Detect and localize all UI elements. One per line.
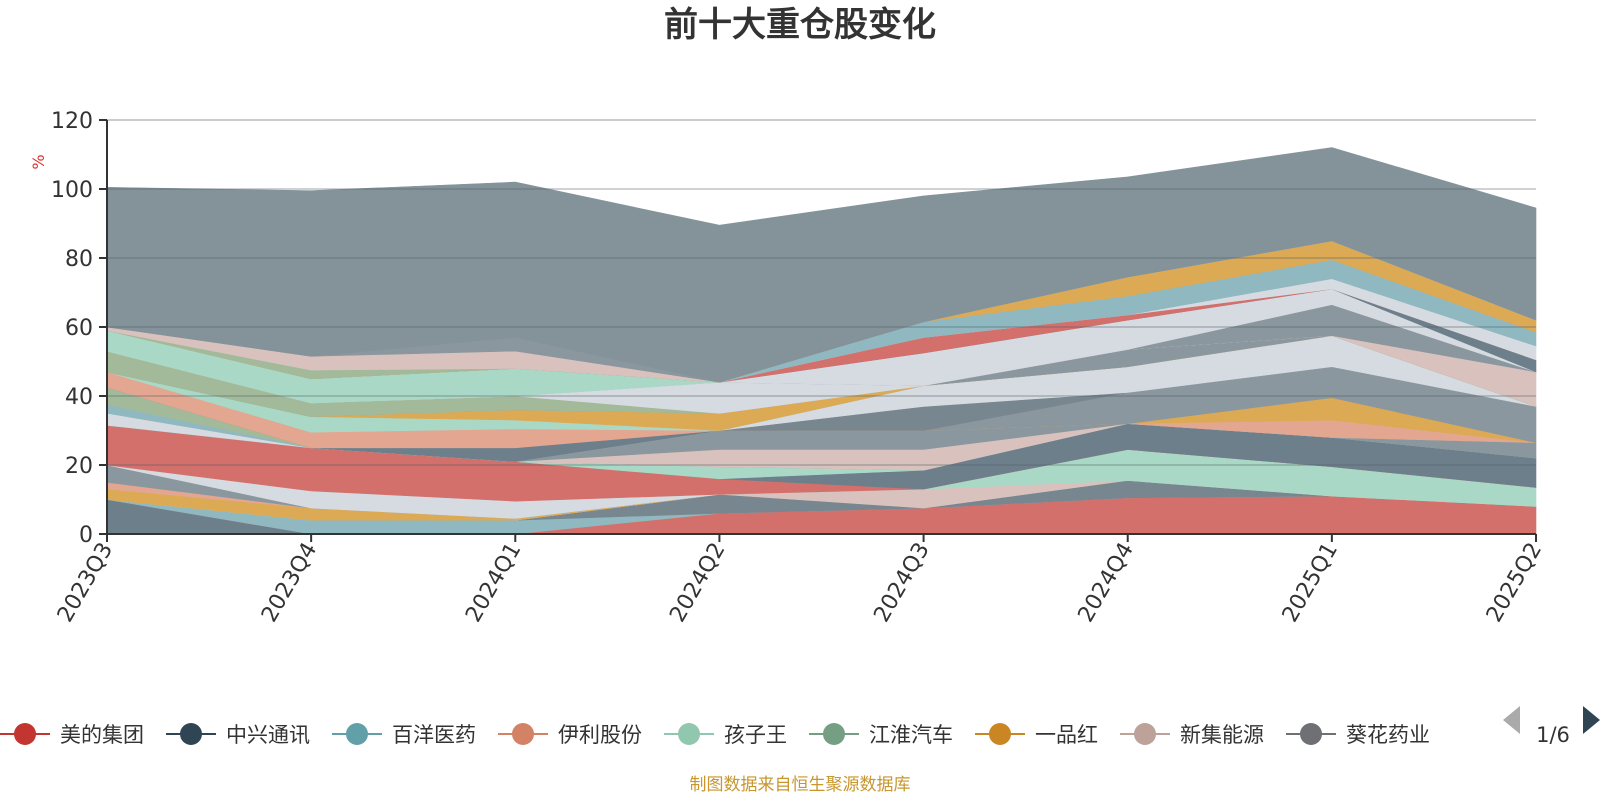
legend[interactable]: 美的集团 中兴通讯 百洋医药 伊利股份 孩子王 江淮汽车 一品红 新集能源 葵花药业 <box>0 723 1430 747</box>
legend-items[interactable]: 美的集团 中兴通讯 百洋医药 伊利股份 孩子王 江淮汽车 一品红 新集能源 葵花药业 <box>0 723 1430 747</box>
legend-item[interactable]: 美的集团 <box>0 723 144 747</box>
legend-page-indicator: 1/6 <box>1536 723 1570 747</box>
y-tick-label: 0 <box>79 523 93 548</box>
legend-marker <box>512 723 534 745</box>
legend-marker <box>989 723 1011 745</box>
y-tick-label: 40 <box>65 385 93 410</box>
legend-item[interactable]: 新集能源 <box>1120 723 1264 747</box>
y-tick-label: 20 <box>65 454 93 479</box>
legend-label: 伊利股份 <box>558 723 642 747</box>
x-tick-label: 2023Q3 <box>53 539 118 627</box>
chart-title: 前十大重仓股变化 <box>664 5 936 45</box>
x-tick-label: 2025Q1 <box>1278 539 1343 627</box>
legend-item[interactable]: 中兴通讯 <box>166 723 310 747</box>
legend-label: 江淮汽车 <box>869 723 953 747</box>
legend-item[interactable]: 伊利股份 <box>498 723 642 747</box>
x-tick-label: 2023Q4 <box>257 539 322 627</box>
legend-prev-icon[interactable] <box>1503 706 1520 734</box>
legend-marker <box>678 723 700 745</box>
legend-label: 百洋医药 <box>392 723 476 747</box>
legend-label: 葵花药业 <box>1346 723 1430 747</box>
legend-item[interactable]: 葵花药业 <box>1286 723 1430 747</box>
x-tick-label: 2025Q2 <box>1482 539 1547 627</box>
legend-label: 美的集团 <box>60 723 144 747</box>
legend-next-icon[interactable] <box>1583 706 1600 734</box>
legend-item[interactable]: 百洋医药 <box>332 723 476 747</box>
area-series-group <box>106 147 1537 535</box>
legend-marker <box>823 723 845 745</box>
y-tick-label: 120 <box>51 109 93 134</box>
legend-item[interactable]: 孩子王 <box>664 723 787 747</box>
x-tick-label: 2024Q1 <box>461 539 526 627</box>
x-tick-label: 2024Q2 <box>665 539 730 627</box>
y-tick-label: 80 <box>65 247 93 272</box>
legend-pager[interactable]: 1/6 <box>1503 706 1600 747</box>
legend-item[interactable]: 江淮汽车 <box>809 723 953 747</box>
legend-marker <box>1300 723 1322 745</box>
legend-item[interactable]: 一品红 <box>975 723 1098 747</box>
legend-marker <box>1134 723 1156 745</box>
y-axis-unit: % <box>29 154 48 169</box>
data-source-note: 制图数据来自恒生聚源数据库 <box>690 775 911 795</box>
legend-label: 中兴通讯 <box>226 723 310 747</box>
y-tick-label: 100 <box>51 178 93 203</box>
x-tick-label: 2024Q3 <box>869 539 934 627</box>
y-tick-label: 60 <box>65 316 93 341</box>
legend-label: 一品红 <box>1035 723 1098 747</box>
x-tick-label: 2024Q4 <box>1074 539 1139 627</box>
legend-marker <box>180 723 202 745</box>
legend-marker <box>346 723 368 745</box>
legend-label: 新集能源 <box>1180 723 1264 747</box>
grid <box>107 119 1536 466</box>
legend-marker <box>14 723 36 745</box>
legend-label: 孩子王 <box>724 723 787 747</box>
area-series-42 <box>106 147 1537 383</box>
